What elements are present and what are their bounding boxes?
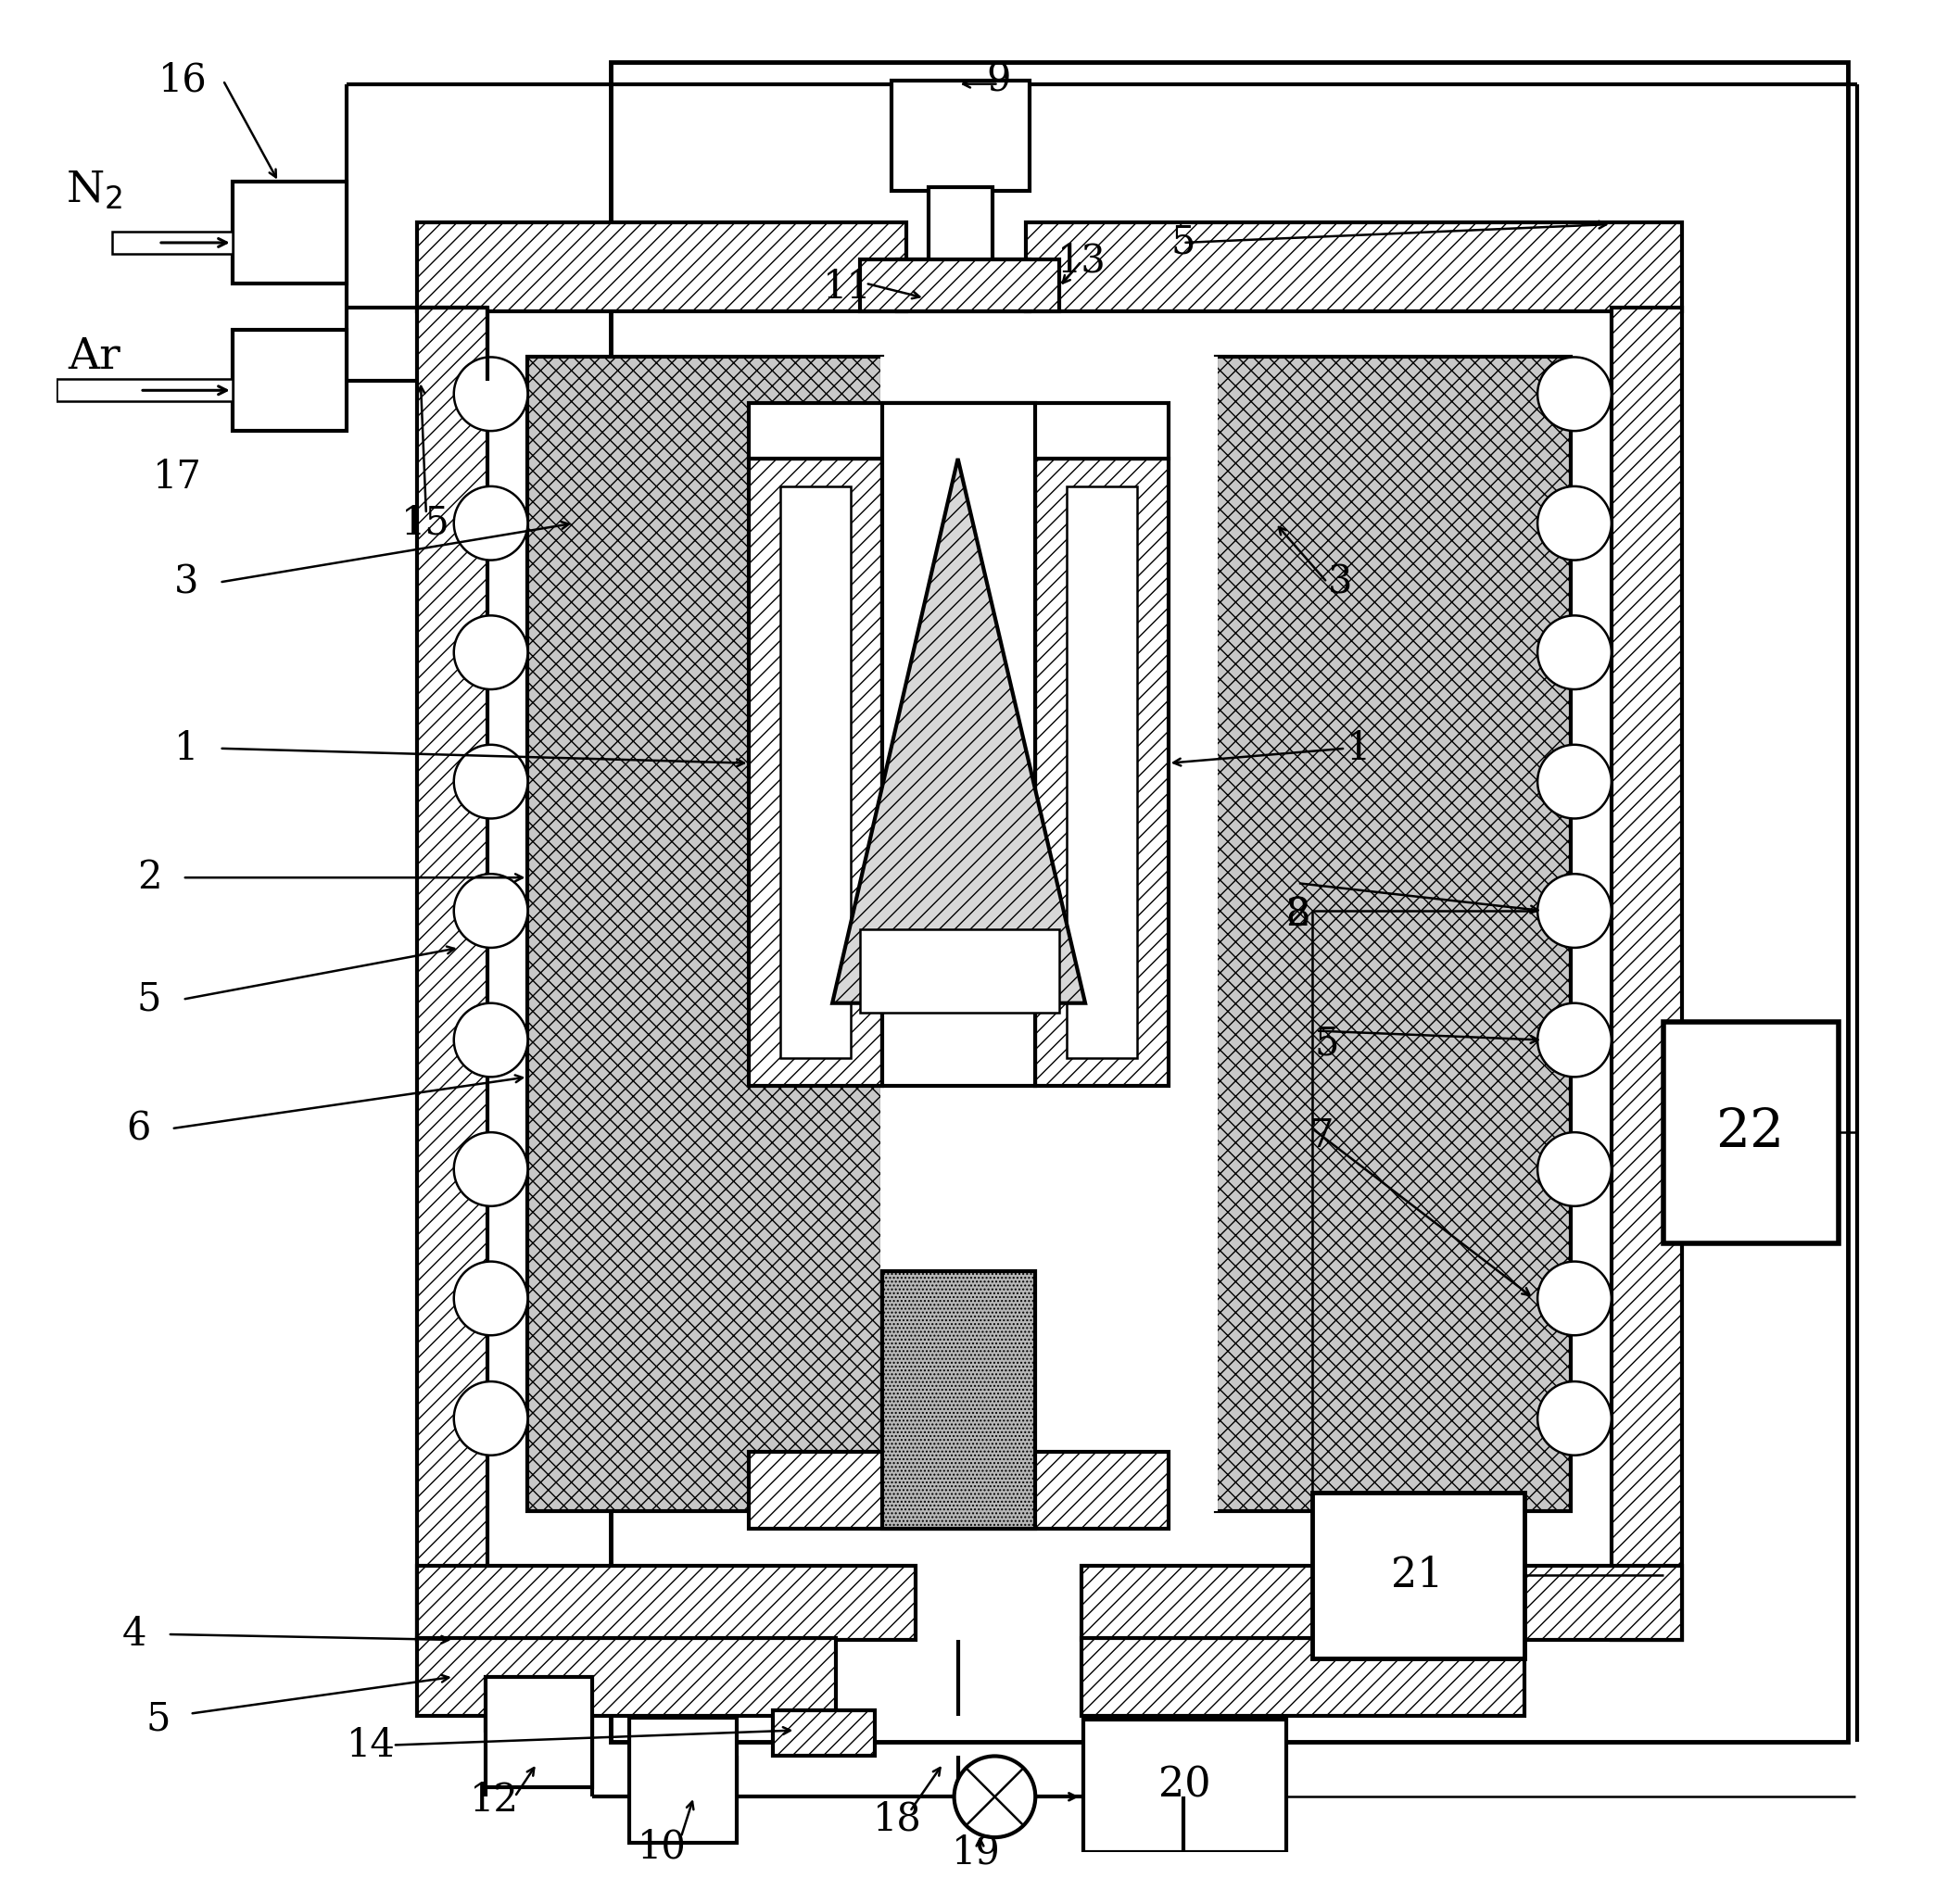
Text: 5: 5 xyxy=(147,1700,171,1739)
Bar xyxy=(629,1716,737,1842)
Bar xyxy=(892,81,1029,192)
Bar xyxy=(749,404,1168,458)
Bar xyxy=(780,486,851,1059)
Bar xyxy=(1035,458,1168,1085)
Bar xyxy=(860,259,1060,312)
Bar xyxy=(1313,1493,1525,1658)
Text: 5: 5 xyxy=(1315,1024,1339,1063)
Text: 13: 13 xyxy=(1056,242,1105,280)
Text: 10: 10 xyxy=(637,1827,686,1867)
Circle shape xyxy=(1537,1382,1611,1455)
Bar xyxy=(929,188,994,265)
Text: 5: 5 xyxy=(137,980,161,1020)
Bar xyxy=(898,259,1029,312)
Text: 22: 22 xyxy=(1715,1106,1784,1159)
Text: 15: 15 xyxy=(402,503,451,543)
Bar xyxy=(112,231,233,254)
Text: 8: 8 xyxy=(1286,896,1309,933)
Circle shape xyxy=(1537,1003,1611,1076)
Polygon shape xyxy=(833,458,1086,1003)
Bar xyxy=(880,357,1219,1510)
Bar xyxy=(527,357,882,1510)
Circle shape xyxy=(455,1003,527,1076)
Text: 17: 17 xyxy=(153,458,202,496)
Circle shape xyxy=(1537,873,1611,948)
Text: 7: 7 xyxy=(1309,1117,1335,1155)
Circle shape xyxy=(455,746,527,819)
Bar xyxy=(57,379,233,402)
Bar xyxy=(1217,357,1570,1510)
Text: 14: 14 xyxy=(347,1726,396,1765)
Text: 6: 6 xyxy=(125,1110,151,1147)
Circle shape xyxy=(1537,616,1611,689)
Bar xyxy=(233,182,347,284)
Text: 18: 18 xyxy=(872,1799,921,1839)
Text: 16: 16 xyxy=(159,60,208,100)
Bar xyxy=(749,458,882,1085)
Circle shape xyxy=(955,1756,1035,1837)
Circle shape xyxy=(1537,486,1611,560)
Bar xyxy=(417,222,906,312)
Text: 2: 2 xyxy=(1286,896,1309,933)
Circle shape xyxy=(1537,746,1611,819)
Text: 4: 4 xyxy=(122,1615,147,1655)
Bar xyxy=(860,930,1060,1012)
Text: 9: 9 xyxy=(986,60,1011,100)
Bar xyxy=(1082,1638,1525,1715)
Text: 1: 1 xyxy=(1347,729,1370,768)
Bar xyxy=(1082,1566,1682,1639)
Bar xyxy=(1084,1718,1286,1852)
Text: 1: 1 xyxy=(174,729,198,768)
Bar xyxy=(233,329,347,430)
Text: 20: 20 xyxy=(1158,1765,1211,1805)
Circle shape xyxy=(1537,1132,1611,1206)
Bar xyxy=(417,1566,915,1639)
Bar xyxy=(749,1452,1168,1529)
Bar xyxy=(612,62,1848,1741)
Circle shape xyxy=(455,1132,527,1206)
Text: 21: 21 xyxy=(1392,1555,1445,1594)
Text: N$_2$: N$_2$ xyxy=(65,169,122,212)
Bar xyxy=(882,1271,1035,1529)
Text: 11: 11 xyxy=(823,267,872,306)
Bar xyxy=(486,1677,592,1788)
Text: 12: 12 xyxy=(470,1780,519,1820)
Bar xyxy=(417,308,488,1639)
Bar xyxy=(774,1711,874,1756)
Text: 19: 19 xyxy=(953,1833,1002,1872)
Circle shape xyxy=(455,616,527,689)
Bar xyxy=(1027,222,1682,312)
Text: 5: 5 xyxy=(1170,223,1196,263)
Circle shape xyxy=(455,873,527,948)
Text: 3: 3 xyxy=(1327,563,1352,601)
Text: 3: 3 xyxy=(174,563,198,601)
Bar xyxy=(882,404,1035,1085)
Circle shape xyxy=(1537,1262,1611,1335)
Circle shape xyxy=(455,1262,527,1335)
Text: Ar: Ar xyxy=(67,336,120,377)
Circle shape xyxy=(455,357,527,430)
Circle shape xyxy=(455,1382,527,1455)
Circle shape xyxy=(455,486,527,560)
Circle shape xyxy=(1537,357,1611,430)
Bar xyxy=(417,1638,837,1715)
Bar xyxy=(1066,486,1137,1059)
Text: 2: 2 xyxy=(137,858,161,898)
Bar xyxy=(1664,1022,1838,1243)
Bar xyxy=(1611,308,1682,1639)
